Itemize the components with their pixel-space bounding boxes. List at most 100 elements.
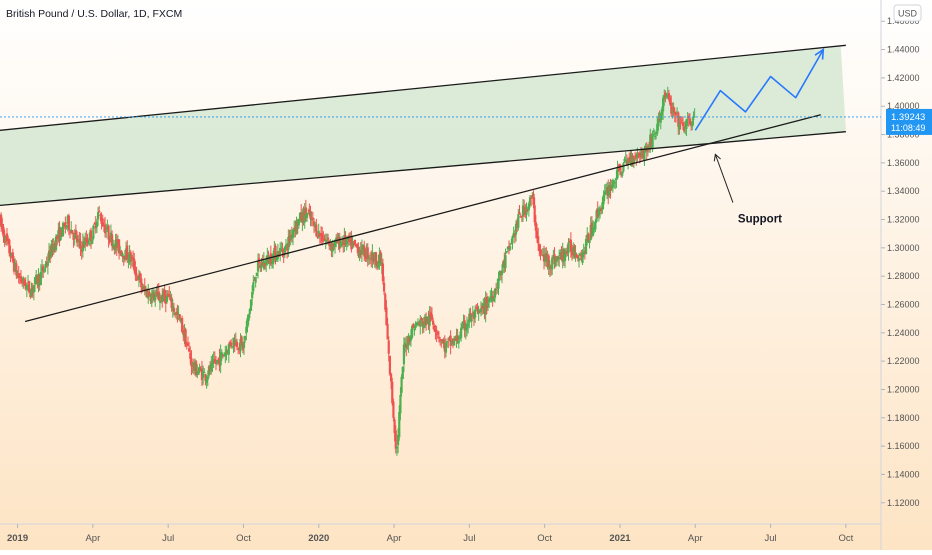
candle-body [103, 224, 107, 234]
candle [217, 358, 220, 365]
candle-body [544, 254, 547, 262]
candle [490, 287, 493, 303]
y-tick-label: 1.16000 [887, 441, 920, 451]
candle [525, 202, 528, 222]
candle [279, 242, 282, 262]
candle-body [240, 336, 243, 343]
candle [314, 221, 317, 232]
candle [690, 121, 693, 131]
candle [434, 325, 437, 340]
candle [301, 208, 304, 232]
candle-body [216, 360, 219, 363]
candle [429, 306, 432, 322]
candle-body [421, 321, 424, 327]
candle [297, 218, 300, 229]
channel-fill [0, 46, 846, 206]
x-tick-label: Apr [387, 533, 402, 544]
candle-body [232, 337, 235, 346]
candle-body [491, 296, 494, 300]
candle [511, 235, 514, 250]
candle [317, 223, 320, 239]
candle [489, 290, 492, 303]
candle [188, 341, 191, 353]
candle [477, 305, 480, 321]
candle [388, 355, 392, 377]
candle [172, 302, 176, 316]
candle-body [199, 369, 202, 371]
candle [411, 324, 414, 340]
candle [498, 270, 501, 281]
candle [94, 216, 97, 234]
candle [178, 314, 181, 322]
candle-body [610, 184, 613, 189]
candle-body [255, 272, 258, 276]
candle-body [652, 133, 655, 135]
candle-body [270, 262, 274, 264]
candle [127, 254, 130, 269]
candle-body [241, 343, 244, 350]
candle-body [403, 342, 407, 346]
candle [381, 258, 385, 285]
candle [391, 377, 394, 406]
candle [45, 256, 48, 268]
candle [408, 336, 411, 346]
candle-body [290, 234, 293, 237]
plot-area[interactable] [0, 46, 846, 456]
x-tick-label: Oct [838, 533, 853, 544]
candle-body [649, 134, 652, 150]
candle-body [293, 227, 296, 232]
candle [263, 262, 267, 270]
candle [169, 290, 172, 302]
candle-body [149, 298, 152, 301]
candle [22, 276, 25, 289]
candle [535, 223, 539, 243]
candle [35, 269, 38, 285]
candle-body [412, 324, 415, 329]
candle [329, 238, 332, 252]
candle-body [380, 261, 383, 266]
candle-body [312, 221, 316, 226]
candle-body [598, 210, 602, 212]
candle [667, 89, 671, 102]
support-label: Support [738, 213, 782, 225]
candle-body [259, 265, 262, 268]
candle-body [651, 135, 654, 148]
candle-body [657, 118, 660, 127]
candle [449, 330, 452, 355]
candle [664, 90, 667, 103]
candle-body [32, 284, 35, 293]
currency-button-label[interactable]: USD [898, 9, 918, 19]
candle-body [497, 278, 500, 289]
candle [65, 224, 68, 230]
candle [72, 232, 75, 248]
candle-body [108, 236, 111, 243]
candle [204, 373, 207, 386]
candle [605, 182, 609, 200]
candle [433, 323, 436, 332]
candle [406, 336, 409, 350]
candle-body [128, 251, 131, 263]
candle-body [2, 227, 5, 237]
candle-body [554, 260, 557, 267]
candle-body [115, 238, 118, 248]
candle [133, 252, 136, 274]
candle [233, 333, 236, 353]
candle-body [150, 293, 153, 304]
candle [502, 260, 505, 274]
candle [46, 253, 49, 275]
currency-button-frame[interactable] [893, 4, 922, 22]
candle-body [485, 296, 488, 309]
candle [14, 258, 17, 273]
candle [338, 232, 341, 253]
currency-button[interactable]: USD [893, 4, 922, 22]
candle-body [50, 244, 53, 257]
candle [475, 304, 478, 310]
candle [647, 141, 651, 153]
candle [471, 305, 474, 317]
candle [44, 260, 47, 273]
x-tick-label: Oct [537, 533, 552, 544]
candle [453, 336, 456, 346]
candle-body [301, 212, 304, 223]
